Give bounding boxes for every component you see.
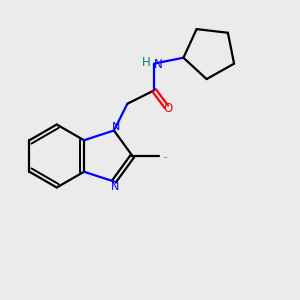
Text: N: N xyxy=(111,182,120,193)
Text: N: N xyxy=(112,122,120,132)
Text: O: O xyxy=(163,102,172,115)
Text: methyl: methyl xyxy=(164,157,169,158)
Text: N: N xyxy=(154,58,163,71)
Text: H: H xyxy=(142,56,151,70)
